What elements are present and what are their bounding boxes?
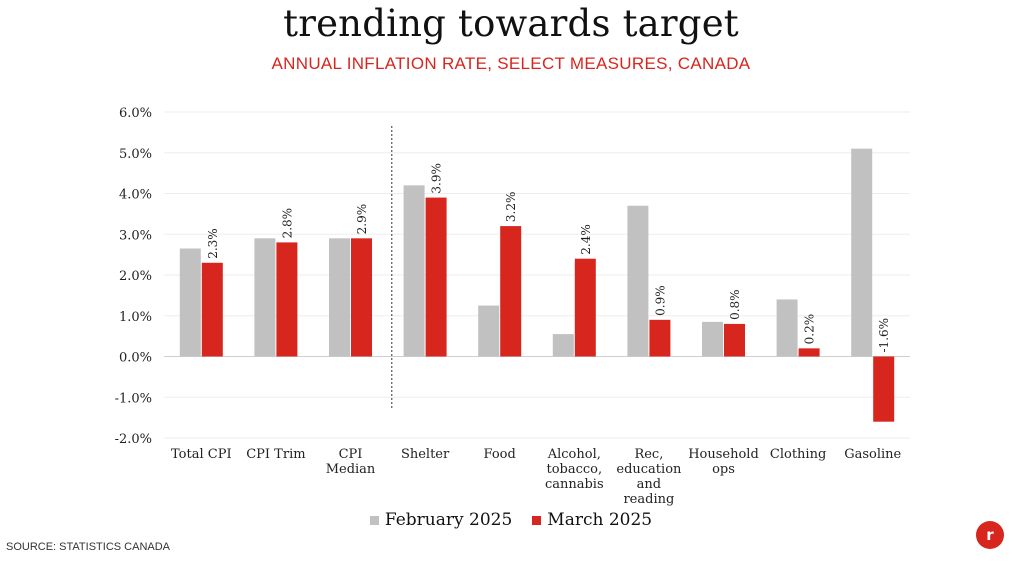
x-tick-label: Total CPI (171, 447, 232, 462)
x-tick-label: Food (484, 447, 516, 462)
x-tick-label: ops (712, 462, 735, 477)
legend: February 2025 March 2025 (0, 510, 1022, 530)
source-note: SOURCE: STATISTICS CANADA (6, 541, 171, 553)
bar-march (425, 197, 447, 357)
y-tick-label: 0.0% (119, 351, 152, 366)
chart-subtitle: ANNUAL INFLATION RATE, SELECT MEASURES, … (271, 54, 751, 73)
y-tick-label: -1.0% (115, 391, 152, 406)
bar-february (552, 334, 574, 357)
bar-march (351, 238, 372, 357)
data-label: 2.4% (579, 224, 593, 255)
x-tick-label: Gasoline (844, 447, 901, 462)
chart-title: trending towards target (283, 2, 739, 45)
legend-label-march: March 2025 (547, 510, 653, 530)
x-tick-label: Shelter (401, 447, 450, 462)
bar-march (724, 323, 745, 357)
x-tick-label: cannabis (545, 477, 604, 492)
bar-february (254, 238, 276, 357)
legend-item-february: February 2025 (369, 510, 513, 530)
bar-february (627, 205, 649, 357)
data-label: 3.9% (430, 163, 444, 194)
bar-march (873, 356, 895, 422)
legend-swatch-february (369, 515, 379, 525)
data-label: 3.2% (504, 192, 518, 223)
bar-chart: 6.0% 5.0% 4.0% 3.0% 2.0% 1.0% 0.0% -1.0% -2.0% 2.… (115, 106, 910, 507)
legend-swatch-march (532, 515, 542, 525)
bar-february (776, 299, 798, 357)
data-label: -1.6% (877, 318, 891, 353)
bar-march (500, 226, 522, 357)
bar-march (798, 348, 820, 357)
x-tick-label: tobacco, (546, 462, 602, 477)
x-tick-label: Clothing (770, 447, 826, 462)
bar-february (478, 305, 500, 357)
bar-february (403, 185, 425, 357)
x-tick-label: CPI (339, 447, 363, 462)
data-label: 0.9% (653, 285, 667, 316)
y-tick-label: 1.0% (119, 310, 152, 325)
x-tick-label: Household (688, 447, 759, 462)
y-tick-label: 4.0% (119, 188, 152, 203)
y-tick-label: 2.0% (119, 269, 152, 284)
x-tick-label: Median (326, 462, 376, 477)
data-label: 0.2% (803, 314, 817, 345)
y-tick-label: 5.0% (119, 147, 152, 162)
bar-march (649, 319, 671, 357)
brand-logo: r (976, 521, 1004, 549)
data-label: 2.3% (206, 228, 220, 259)
x-tick-label: CPI Trim (246, 447, 305, 462)
x-tick-label: Alcohol, (547, 447, 601, 462)
bar-february (329, 238, 350, 357)
data-label: 2.8% (280, 208, 294, 239)
data-label: 2.9% (355, 204, 369, 235)
bar-february (851, 148, 873, 357)
x-tick-label: education (616, 462, 682, 477)
bar-march (201, 262, 223, 357)
bar-february (179, 248, 201, 357)
x-tick-label: Rec, (634, 447, 663, 462)
legend-item-march: March 2025 (532, 510, 652, 530)
y-tick-label: -2.0% (115, 432, 152, 447)
x-tick-label: and (637, 477, 661, 492)
bar-february (702, 321, 723, 357)
x-tick-label: reading (623, 492, 674, 507)
bar-march (574, 258, 596, 357)
y-tick-label: 6.0% (119, 106, 152, 121)
y-tick-label: 3.0% (119, 228, 152, 243)
data-label: 0.8% (728, 289, 742, 320)
bar-march (276, 242, 298, 357)
legend-label-february: February 2025 (384, 510, 513, 530)
